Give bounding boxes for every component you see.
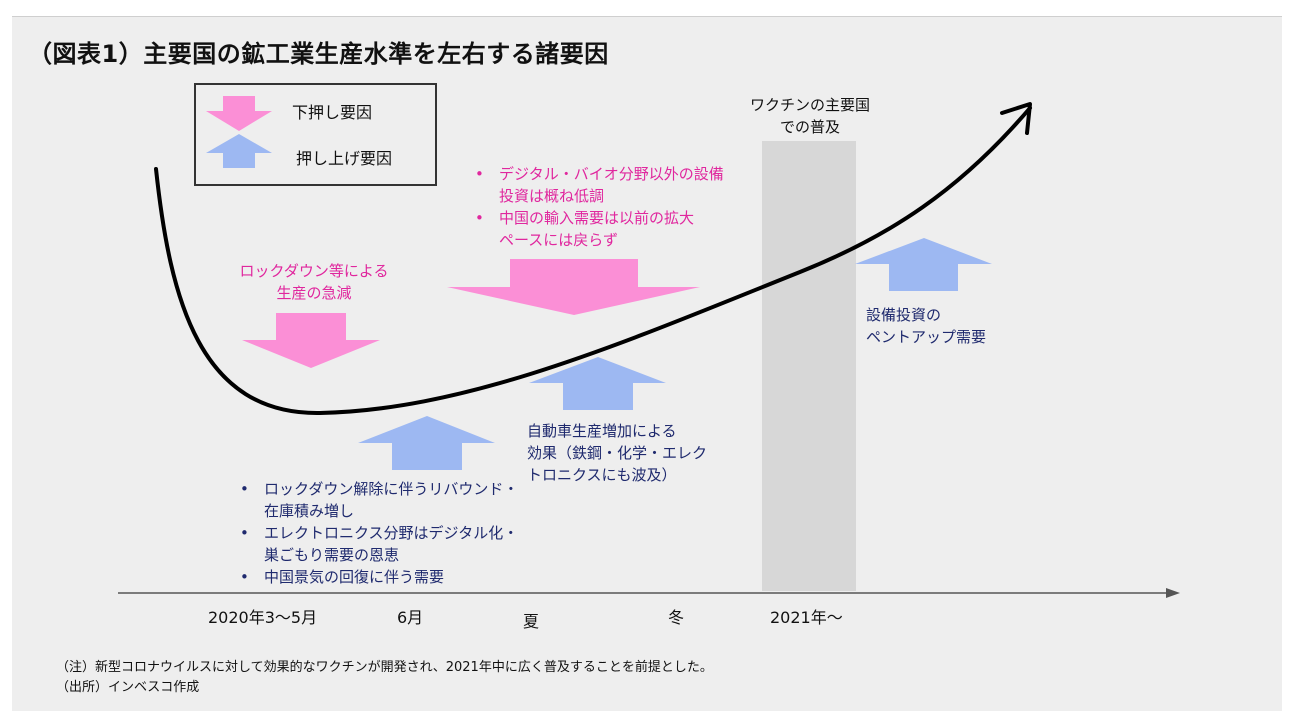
- list-item: ロックダウン解除に伴うリバウンド・在庫積み増し: [238, 478, 518, 522]
- footnote: （注）新型コロナウイルスに対して効果的なワクチンが開発され、2021年中に広く普…: [56, 660, 713, 675]
- capex-label: 設備投資の ペントアップ需要: [866, 306, 987, 346]
- demand-down-arrow: [447, 259, 700, 315]
- lockdown-down-arrow: [242, 313, 380, 368]
- x-axis-arrowhead: [1166, 588, 1180, 598]
- rebound-up-arrow: [358, 416, 495, 470]
- list-item: エレクトロニクス分野はデジタル化・巣ごもり需要の恩恵: [238, 522, 518, 566]
- source-note: （出所）インベスコ作成: [56, 680, 200, 695]
- upward-factors-list: ロックダウン解除に伴うリバウンド・在庫積み増し エレクトロニクス分野はデジタル化…: [238, 478, 518, 588]
- x-label-june: 6月: [397, 608, 424, 627]
- vaccine-label: ワクチンの主要国 での普及: [749, 96, 870, 136]
- legend-up-arrow: [206, 134, 272, 168]
- legend-up-label: 押し上げ要因: [296, 149, 393, 168]
- x-label-2020-mar-may: 2020年3～5月: [208, 608, 318, 627]
- x-label-summer: 夏: [523, 612, 540, 631]
- lockdown-label: ロックダウン等による 生産の急減: [239, 262, 389, 302]
- page-title: （図表1）主要国の鉱工業生産水準を左右する諸要因: [28, 40, 609, 68]
- vaccine-period-band: [762, 141, 856, 591]
- capex-up-arrow: [855, 238, 992, 291]
- x-label-2021: 2021年～: [770, 608, 843, 627]
- auto-up-arrow: [529, 357, 666, 410]
- auto-effect-label: 自動車生産増加による 効果（鉄鋼・化学・エレク トロニクスにも波及）: [527, 422, 708, 484]
- list-item: 中国景気の回復に伴う需要: [238, 566, 518, 588]
- legend-down-arrow: [206, 96, 272, 131]
- legend-down-label: 下押し要因: [292, 103, 373, 122]
- diagram-panel: [12, 16, 1282, 711]
- legend: 下押し要因 押し上げ要因: [194, 83, 437, 186]
- x-label-winter: 冬: [668, 608, 685, 627]
- production-curve: [154, 106, 1032, 416]
- production-curve-arrowhead: [1000, 102, 1032, 135]
